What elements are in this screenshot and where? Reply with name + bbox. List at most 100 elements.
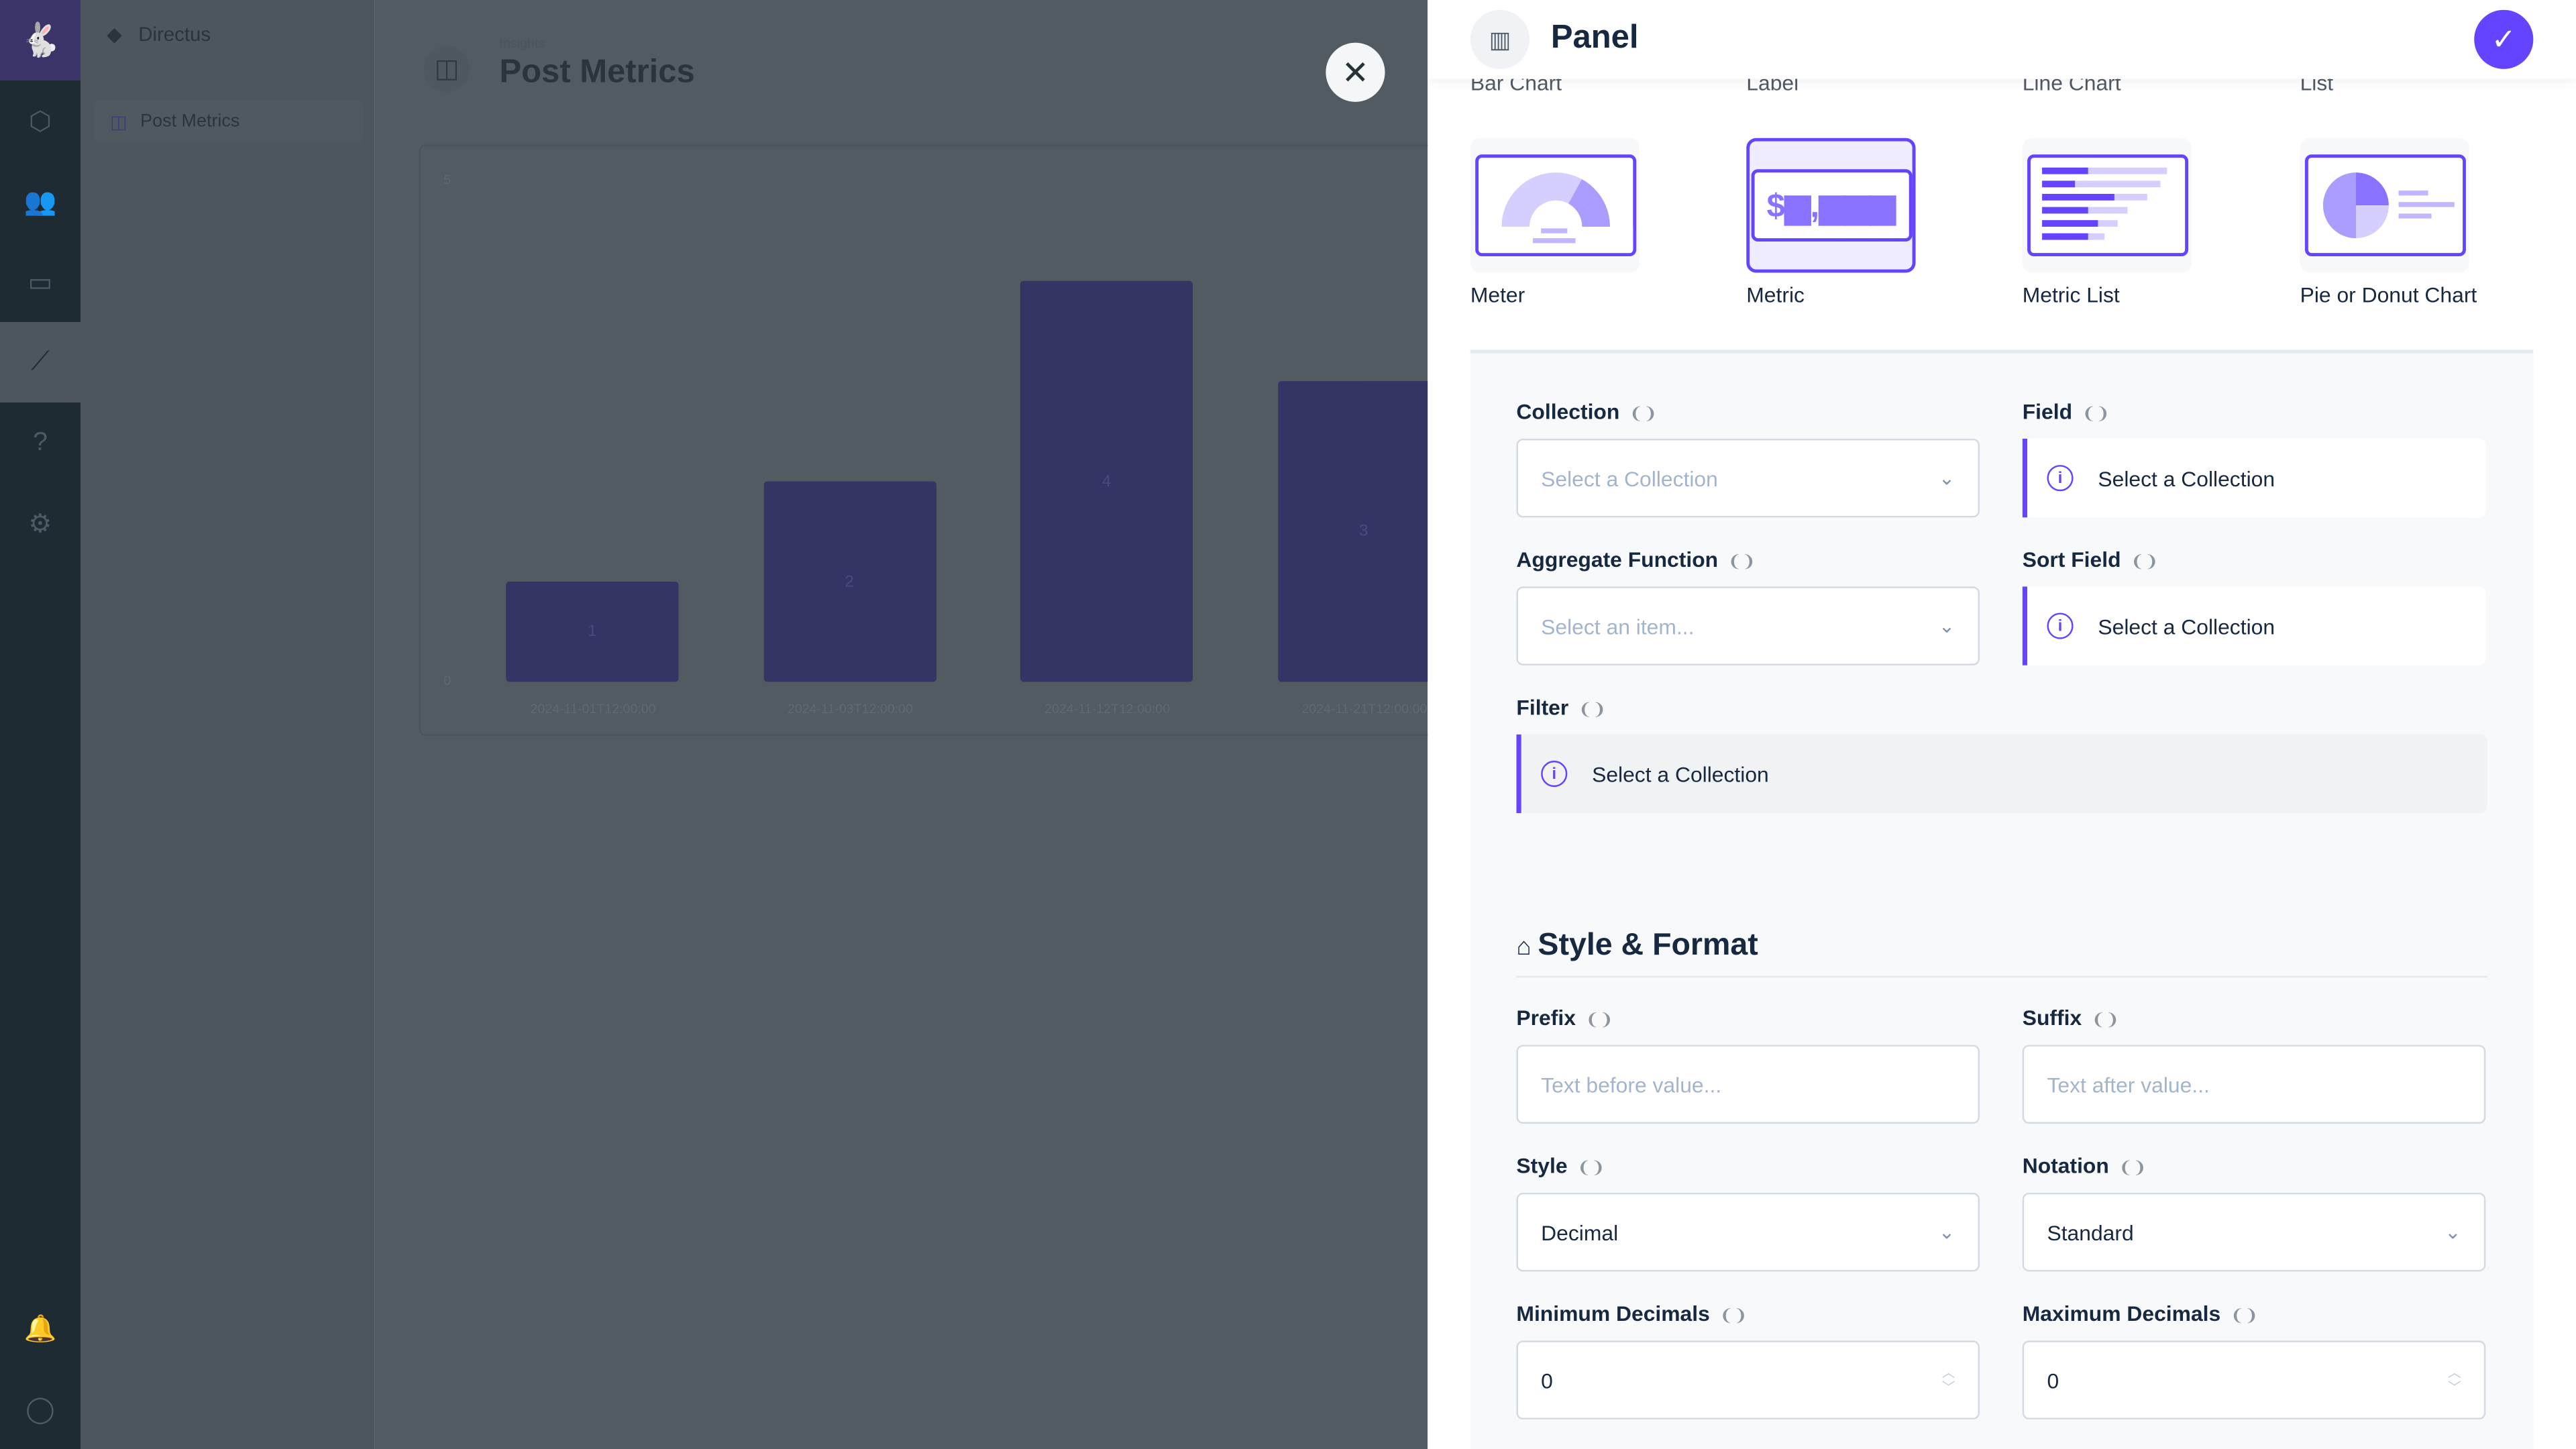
y-tick-label: 0 — [443, 674, 451, 689]
raw-value-icon: ❨❩ — [2131, 553, 2159, 572]
raw-value-icon: ❨❩ — [2118, 1159, 2147, 1178]
chevron-down-icon: ⌄ — [1938, 466, 1955, 490]
min-decimals-input[interactable]: 0 ︿ ﹀ — [1516, 1340, 1980, 1419]
nav-item-post-metrics[interactable]: ◫ Post Metrics — [93, 100, 364, 144]
pie-illustration-icon — [2304, 154, 2465, 257]
raw-value-icon: ❨❩ — [1578, 701, 1607, 720]
project-name: Directus — [138, 23, 211, 46]
divider — [1516, 975, 2487, 978]
min-decimals-label: Minimum Decimals ❨❩ — [1516, 1301, 1748, 1326]
suffix-input[interactable]: Text after value... — [2022, 1044, 2486, 1124]
bar-value-label: 2 — [845, 572, 854, 591]
save-check-button[interactable]: ✓ — [2474, 9, 2534, 69]
metric-illustration-icon: $▆,▆▆▆ — [1750, 169, 1912, 242]
raw-value-icon: ❨❩ — [1629, 405, 1658, 424]
filter-label: Filter ❨❩ — [1516, 694, 1607, 720]
collection-label: Collection ❨❩ — [1516, 399, 1658, 424]
style-label: Style ❨❩ — [1516, 1153, 1605, 1178]
x-tick-label: 2024-11-12T12:00:00 — [1044, 701, 1171, 716]
prefix-label: Prefix ❨❩ — [1516, 1005, 1613, 1030]
filter-notice: i Select a Collection — [1516, 734, 2487, 814]
bar-value-label: 4 — [1102, 472, 1112, 491]
bar-value-label: 3 — [1358, 522, 1368, 541]
nav-item-label: Post Metrics — [140, 111, 240, 131]
directus-logo-icon[interactable]: 🐇 — [0, 0, 81, 81]
bar: 4 — [1020, 280, 1193, 682]
raw-value-icon: ❨❩ — [1577, 1159, 1605, 1178]
insights-module-icon[interactable]: ⟋ — [0, 322, 81, 403]
field-label: Field ❨❩ — [2022, 399, 2110, 424]
stepper-icon: ︿ ﹀ — [2448, 1365, 2461, 1395]
type-label-metric-list: Metric List — [2022, 282, 2120, 307]
style-format-heading: ⌂ Style & Format — [1516, 928, 1758, 963]
type-card-pie-chart[interactable] — [2300, 138, 2469, 273]
help-icon[interactable]: ? — [33, 427, 48, 456]
sort-field-label: Sort Field ❨❩ — [2022, 547, 2159, 572]
navigation-sidebar: ◆ Directus ◫ Post Metrics — [80, 0, 375, 1449]
chevron-down-icon: ⌄ — [2444, 1220, 2461, 1244]
type-card-metric[interactable]: $▆,▆▆▆ — [1746, 138, 1916, 273]
y-tick-label: 5 — [443, 172, 451, 188]
bar: 2 — [763, 481, 936, 682]
breadcrumb[interactable]: Insights — [499, 36, 545, 51]
dashboard-icon: ◫ — [110, 112, 127, 133]
files-module-icon[interactable]: ▭ — [28, 268, 53, 297]
type-label-meter: Meter — [1470, 282, 1525, 307]
bar-value-label: 1 — [588, 623, 597, 641]
format-paint-icon: ⌂ — [1516, 933, 1532, 961]
suffix-label: Suffix ❨❩ — [2022, 1005, 2119, 1030]
bar-chart-panel: 5 0 1 2024-11-01T12:00:00 2 2024-11-03T12:0… — [419, 144, 1470, 737]
user-avatar-icon[interactable]: ◯ — [25, 1395, 55, 1424]
module-bar: 🐇 ⬡ 👥 ▭ ⟋ ? ⚙ 🔔 ◯ — [0, 0, 81, 1449]
raw-value-icon: ❨❩ — [2082, 405, 2110, 424]
bar: 1 — [506, 581, 679, 682]
close-drawer-button[interactable]: ✕ — [1326, 42, 1385, 102]
info-icon: i — [2047, 612, 2074, 639]
aggregate-select[interactable]: Select an item... ⌄ — [1516, 586, 1980, 665]
info-icon: i — [1541, 760, 1568, 788]
drawer-title: Panel — [1550, 19, 1639, 56]
drawer-header: ▥ Panel ✓ — [1428, 0, 2576, 79]
notifications-icon[interactable]: 🔔 — [23, 1315, 57, 1344]
sort-field-notice: i Select a Collection — [2022, 586, 2486, 665]
raw-value-icon: ❨❩ — [1585, 1012, 1613, 1030]
metric-list-illustration-icon — [2026, 154, 2188, 257]
dashboard-icon: ◫ — [423, 46, 470, 93]
prefix-input[interactable]: Text before value... — [1516, 1044, 1980, 1124]
style-select[interactable]: Decimal ⌄ — [1516, 1192, 1980, 1272]
content-module-icon[interactable]: ⬡ — [28, 107, 52, 136]
max-decimals-label: Maximum Decimals ❨❩ — [2022, 1301, 2258, 1326]
field-notice: i Select a Collection — [2022, 438, 2486, 518]
raw-value-icon: ❨❩ — [1727, 553, 1756, 572]
aggregate-label: Aggregate Function ❨❩ — [1516, 547, 1756, 572]
panel-drawer: ▥ Panel ✓ Bar Chart Label Line Chart Lis… — [1428, 0, 2576, 1449]
meter-illustration-icon — [1474, 154, 1635, 257]
main-content: ◫ Insights Post Metrics — [374, 0, 1428, 1449]
notation-label: Notation ❨❩ — [2022, 1153, 2147, 1178]
bar: 3 — [1277, 381, 1450, 682]
raw-value-icon: ❨❩ — [1719, 1307, 1748, 1326]
info-icon: i — [2047, 465, 2074, 492]
type-label-pie-chart: Pie or Donut Chart — [2300, 282, 2477, 307]
notation-select[interactable]: Standard ⌄ — [2022, 1192, 2486, 1272]
raw-value-icon: ❨❩ — [2091, 1012, 2119, 1030]
type-label-metric: Metric — [1746, 282, 1805, 307]
stepper-icon: ︿ ﹀ — [1941, 1365, 1955, 1395]
x-tick-label: 2024-11-03T12:00:00 — [787, 701, 913, 716]
x-tick-label: 2024-11-01T12:00:00 — [530, 701, 656, 716]
users-module-icon[interactable]: 👥 — [23, 188, 57, 217]
type-card-metric-list[interactable] — [2022, 138, 2192, 273]
project-icon: ◆ — [107, 23, 122, 46]
chevron-down-icon: ⌄ — [1938, 1220, 1955, 1244]
settings-icon[interactable]: ⚙ — [28, 510, 52, 539]
type-card-meter[interactable] — [1470, 138, 1640, 273]
raw-value-icon: ❨❩ — [2230, 1307, 2258, 1326]
collection-select[interactable]: Select a Collection ⌄ — [1516, 438, 1980, 518]
project-header: ◆ Directus — [107, 23, 211, 46]
x-tick-label: 2024-11-21T12:00:00 — [1301, 701, 1428, 716]
bar-chart-icon: ▥ — [1470, 9, 1530, 69]
max-decimals-input[interactable]: 0 ︿ ﹀ — [2022, 1340, 2486, 1419]
chevron-down-icon: ⌄ — [1938, 614, 1955, 638]
page-title: Post Metrics — [499, 54, 695, 91]
